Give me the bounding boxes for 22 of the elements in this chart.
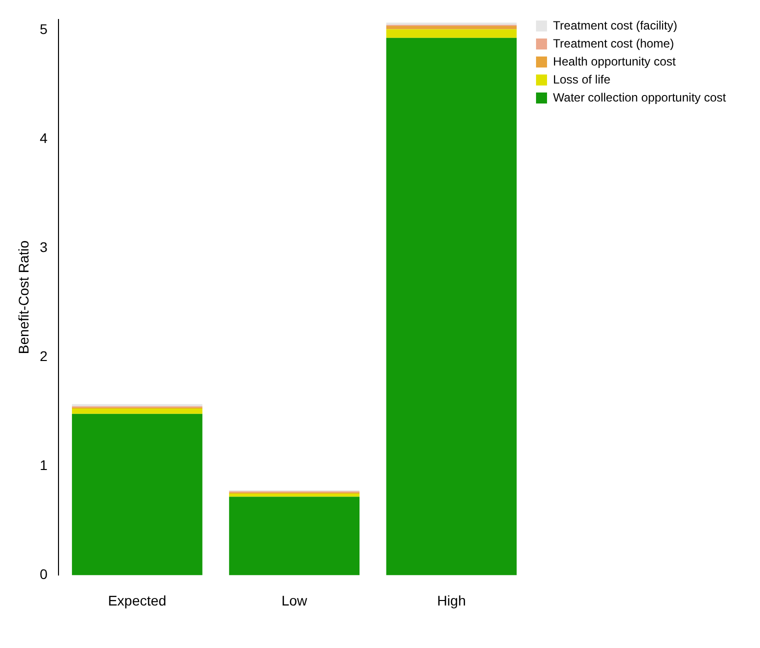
bar [386, 29, 517, 38]
x-tick-label: High [437, 592, 466, 608]
bar [229, 496, 360, 576]
y-tick-label: 4 [40, 130, 48, 146]
y-tick-label: 0 [40, 566, 48, 582]
legend-label: Treatment cost (home) [553, 36, 674, 50]
legend-label: Water collection opportunity cost [553, 90, 727, 104]
y-tick-label: 3 [40, 239, 48, 256]
legend-label: Treatment cost (facility) [553, 18, 678, 32]
bar [229, 493, 360, 497]
x-tick-label: Low [281, 592, 308, 608]
bar [72, 408, 202, 414]
legend-label: Loss of life [553, 72, 611, 86]
bar [72, 414, 202, 576]
bar [386, 26, 517, 30]
y-tick-label: 5 [40, 21, 48, 38]
y-tick-label: 2 [40, 348, 48, 364]
x-tick-label: Expected [108, 592, 166, 608]
legend-label: Health opportunity cost [553, 54, 676, 68]
y-tick-label: 1 [40, 457, 48, 474]
bar [386, 38, 517, 576]
y-axis-title: Benefit-Cost Ratio [15, 240, 32, 354]
